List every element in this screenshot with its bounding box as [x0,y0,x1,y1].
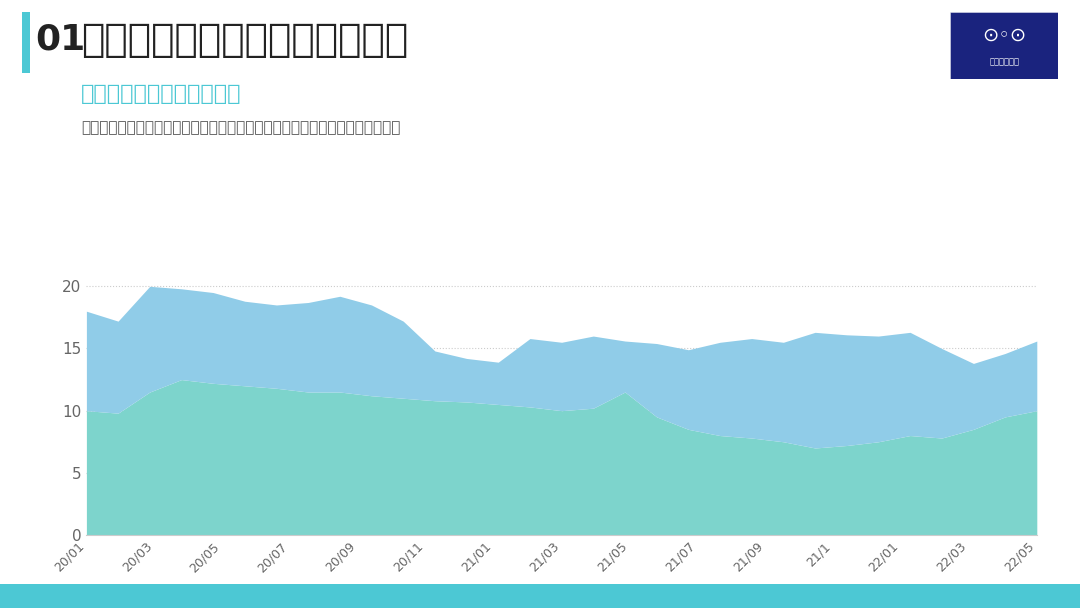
Text: 大众汽车在中国汽车市场占有率: 大众汽车在中国汽车市场占有率 [81,21,408,58]
Text: ⊙◦⊙: ⊙◦⊙ [983,26,1026,45]
Text: 汽车电子设计: 汽车电子设计 [989,58,1020,67]
Text: 高渗透率的新能源汽车时代: 高渗透率的新能源汽车时代 [81,85,242,104]
Text: 01: 01 [36,22,86,57]
Text: 大众汽车在中国的市场占有率在下跌，整体的经营状态特别是盈利状况是下滑的: 大众汽车在中国的市场占有率在下跌，整体的经营状态特别是盈利状况是下滑的 [81,120,401,135]
